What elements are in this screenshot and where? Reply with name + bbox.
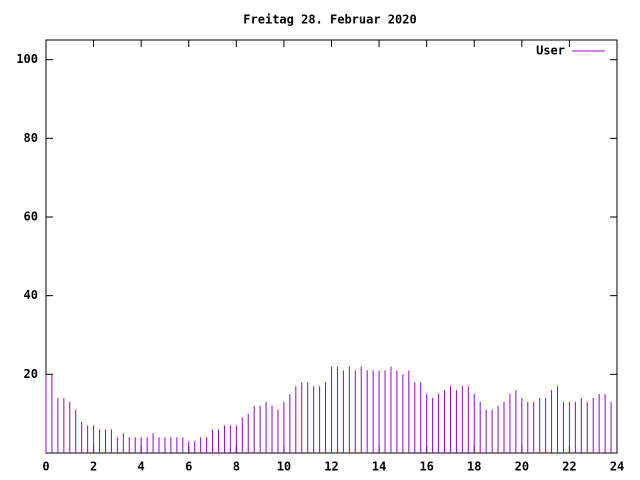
x-tick-label: 24 — [610, 460, 624, 474]
y-tick-label: 80 — [24, 131, 38, 145]
y-tick-label: 20 — [24, 367, 38, 381]
x-tick-label: 2 — [90, 460, 97, 474]
x-tick-label: 20 — [515, 460, 529, 474]
y-tick-label: 60 — [24, 210, 38, 224]
y-tick-label: 100 — [16, 52, 38, 66]
x-tick-label: 4 — [138, 460, 145, 474]
x-tick-label: 14 — [372, 460, 386, 474]
chart-title: Freitag 28. Februar 2020 — [243, 13, 416, 27]
x-tick-label: 6 — [185, 460, 192, 474]
y-tick-label: 40 — [24, 288, 38, 302]
x-tick-label: 18 — [467, 460, 481, 474]
x-tick-label: 16 — [419, 460, 433, 474]
x-tick-label: 12 — [324, 460, 338, 474]
x-tick-label: 10 — [277, 460, 291, 474]
legend-label: User — [536, 44, 565, 58]
x-tick-label: 22 — [562, 460, 576, 474]
x-tick-label: 0 — [42, 460, 49, 474]
x-tick-label: 8 — [233, 460, 240, 474]
